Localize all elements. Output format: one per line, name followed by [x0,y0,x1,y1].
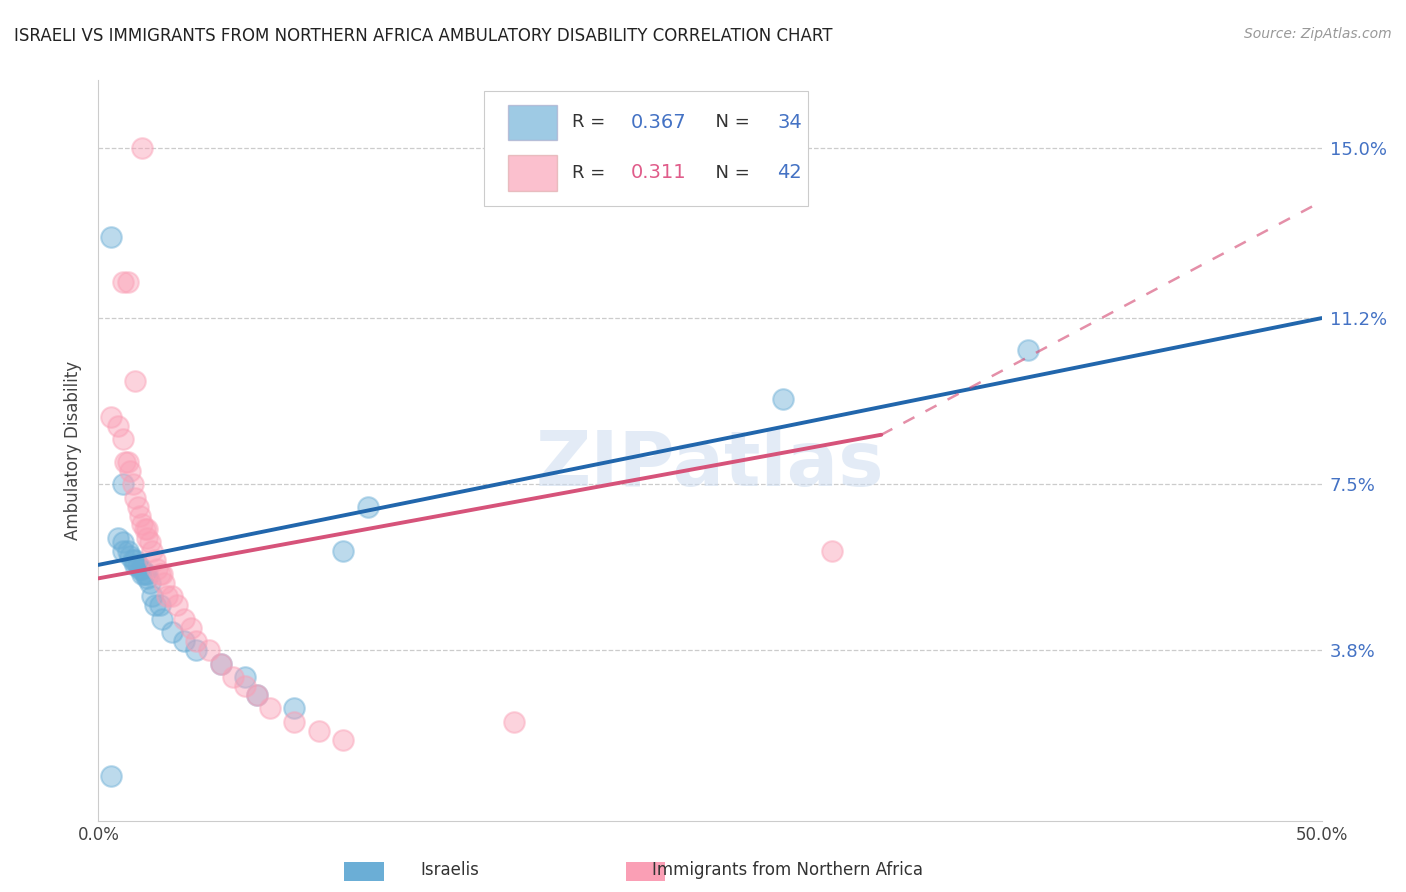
Point [124,553,146,567]
Text: R =: R = [572,164,610,182]
FancyBboxPatch shape [508,104,557,140]
Point [124,491,146,505]
Point [356,500,378,514]
Point [100,409,122,424]
Point [197,643,219,657]
Point [166,599,188,613]
Text: ISRAELI VS IMMIGRANTS FROM NORTHERN AFRICA AMBULATORY DISABILITY CORRELATION CHA: ISRAELI VS IMMIGRANTS FROM NORTHERN AFRI… [14,27,832,45]
Point [136,531,159,545]
Point [222,670,245,684]
Point [308,723,330,738]
Point [246,688,269,702]
Point [117,455,139,469]
Point [136,522,159,536]
Text: Israelis: Israelis [420,861,479,879]
Point [131,517,153,532]
Point [160,625,183,640]
Point [127,558,149,572]
Point [332,544,354,558]
Text: 0.367: 0.367 [630,113,686,132]
Point [111,275,134,289]
Point [111,432,134,446]
Point [100,769,122,783]
Point [246,688,269,702]
Point [173,612,195,626]
Point [107,418,129,433]
Point [149,599,172,613]
Text: ZIPatlas: ZIPatlas [536,428,884,502]
Text: Immigrants from Northern Africa: Immigrants from Northern Africa [652,861,922,879]
Point [100,230,122,244]
Point [1017,343,1039,357]
Point [129,508,152,523]
Point [186,634,208,648]
FancyBboxPatch shape [484,91,808,206]
Point [136,566,159,581]
Point [233,670,256,684]
Point [120,549,142,563]
Point [139,575,162,590]
Point [186,643,208,657]
Point [332,732,354,747]
Y-axis label: Ambulatory Disability: Ambulatory Disability [65,361,83,540]
Point [143,553,166,567]
Point [772,392,794,406]
Point [141,589,163,603]
Point [114,455,136,469]
Point [131,140,153,154]
Point [131,566,153,581]
Point [136,571,159,585]
Point [107,531,129,545]
Point [129,562,152,576]
Point [139,535,162,549]
Point [150,612,173,626]
Point [153,575,176,590]
Point [209,657,232,671]
Point [503,714,526,729]
Point [209,657,232,671]
Point [121,553,143,567]
Point [134,522,156,536]
Point [111,477,134,491]
Point [180,621,202,635]
Point [111,535,134,549]
Point [283,701,305,715]
Text: N =: N = [704,164,755,182]
Point [117,544,139,558]
Point [143,599,166,613]
Point [134,566,156,581]
Point [124,558,146,572]
Point [150,566,173,581]
Point [283,714,305,729]
Point [127,500,149,514]
Point [173,634,195,648]
Point [160,589,183,603]
Point [124,374,146,388]
Point [117,275,139,289]
Point [233,679,256,693]
Text: 0.311: 0.311 [630,163,686,182]
FancyBboxPatch shape [508,155,557,191]
Text: N =: N = [704,113,755,131]
Text: 34: 34 [778,113,801,132]
Point [111,544,134,558]
Point [821,544,844,558]
Text: 42: 42 [778,163,801,182]
Text: R =: R = [572,113,610,131]
Text: Source: ZipAtlas.com: Source: ZipAtlas.com [1244,27,1392,41]
Point [146,562,169,576]
Point [121,477,143,491]
Point [156,589,179,603]
Point [120,464,142,478]
Point [141,544,163,558]
Point [131,562,153,576]
Point [259,701,281,715]
Point [149,566,172,581]
